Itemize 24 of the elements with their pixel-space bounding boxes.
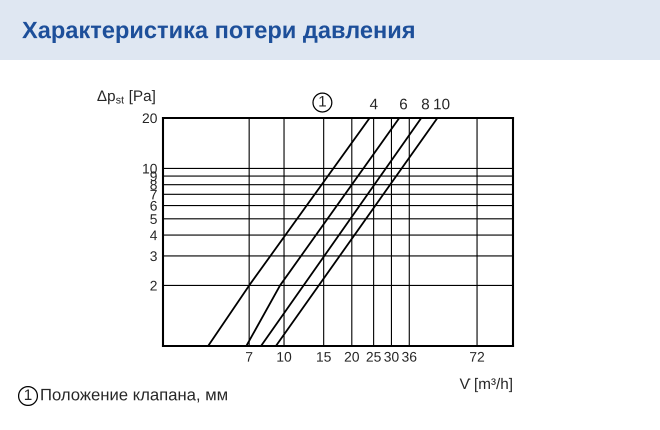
series-label: 10 bbox=[434, 98, 450, 110]
text: 1 Положение клапана, мм bbox=[24, 388, 227, 402]
y-tick-label: 6 bbox=[150, 200, 157, 211]
x-tick-label: 25 bbox=[366, 352, 381, 362]
series-label: 8 bbox=[422, 98, 430, 110]
y-tick-label: 4 bbox=[150, 230, 158, 240]
x-tick-label: 7 bbox=[246, 352, 252, 362]
chart-title: Характеристика потери давления bbox=[22, 22, 414, 44]
y-tick-label: 3 bbox=[150, 251, 157, 262]
series-label: 4 bbox=[370, 98, 378, 110]
x-axis-title: V̇ [m³/h] bbox=[460, 378, 512, 392]
y-tick-label: 5 bbox=[150, 214, 157, 224]
text: 1 bbox=[319, 96, 326, 106]
x-tick-label: 72 bbox=[470, 352, 484, 362]
y-tick-label: 2 bbox=[150, 280, 157, 290]
x-tick-label: 36 bbox=[402, 352, 416, 362]
y-axis-title: Δp$_{st}$ [Pa] bbox=[97, 90, 155, 104]
series-label: 6 bbox=[400, 98, 408, 110]
x-tick-label: 30 bbox=[384, 352, 399, 362]
x-tick-label: 15 bbox=[317, 352, 331, 362]
x-tick-label: 20 bbox=[344, 352, 359, 362]
x-tick-label: 10 bbox=[277, 352, 292, 362]
y-tick-label: 20 bbox=[142, 113, 157, 124]
y-tick-label: 7 bbox=[150, 190, 157, 200]
